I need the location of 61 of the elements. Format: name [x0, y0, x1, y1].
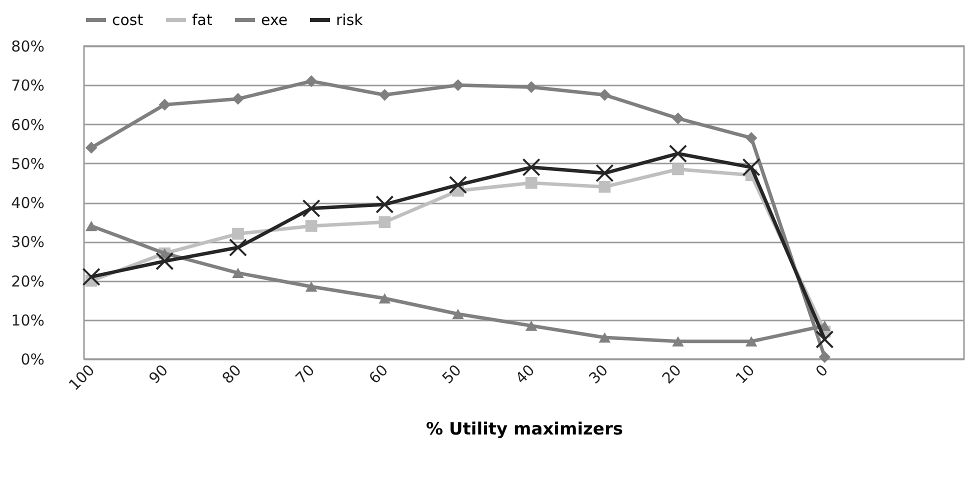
x-tick-label: 40 — [512, 361, 538, 388]
point — [525, 177, 538, 189]
point — [452, 308, 464, 320]
y-tick-label: 50% — [11, 154, 44, 173]
y-tick-label: 60% — [11, 116, 44, 134]
x-tick-label: 50 — [438, 361, 465, 388]
point — [598, 332, 611, 343]
point — [232, 92, 244, 105]
x-tick-label: 70 — [292, 361, 318, 388]
y-tick-label: 20% — [11, 272, 44, 290]
point — [378, 293, 391, 304]
point — [82, 268, 100, 286]
y-tick-label: 10% — [11, 311, 44, 330]
y-tick-label: 70% — [11, 76, 44, 95]
x-tick-label: 90 — [145, 361, 172, 388]
x-tick-label: 10 — [732, 361, 758, 388]
legend-label: exe — [261, 11, 288, 29]
point — [452, 79, 464, 92]
y-tick-label: 80% — [11, 38, 44, 56]
legend-label: fat — [192, 11, 212, 29]
x-tick-label: 0 — [812, 361, 832, 381]
point — [85, 220, 98, 232]
point — [232, 268, 244, 278]
point — [672, 112, 684, 124]
x-axis-title: % Utility maximizers — [426, 419, 623, 440]
y-tick-label: 30% — [11, 233, 44, 252]
x-tick-label: 80 — [218, 361, 245, 388]
point — [156, 252, 174, 270]
point — [305, 75, 318, 88]
point — [525, 320, 538, 331]
y-tick-label: 40% — [11, 194, 44, 212]
point — [668, 144, 688, 163]
point — [816, 330, 834, 348]
point — [378, 216, 391, 228]
point — [522, 158, 540, 176]
point — [745, 336, 758, 347]
point — [158, 98, 171, 111]
x-tick-label: 60 — [365, 361, 392, 388]
point — [376, 195, 394, 214]
point — [598, 88, 611, 101]
point — [742, 158, 760, 176]
point — [818, 351, 831, 363]
x-tick-label: 30 — [585, 361, 612, 388]
point — [596, 164, 614, 182]
point — [85, 142, 98, 154]
y-tick-label: 0% — [20, 350, 44, 368]
point — [305, 281, 318, 292]
point — [302, 199, 320, 218]
point — [745, 132, 758, 144]
legend-label: risk — [336, 11, 364, 29]
point — [672, 336, 684, 347]
point — [232, 228, 244, 240]
point — [672, 163, 684, 176]
point — [378, 88, 391, 101]
x-tick-label: 20 — [658, 361, 685, 388]
point — [448, 176, 468, 194]
legend-label: cost — [112, 11, 144, 29]
point — [228, 238, 248, 257]
point — [305, 220, 318, 232]
x-tick-label: 100 — [65, 361, 98, 394]
point — [598, 180, 611, 193]
